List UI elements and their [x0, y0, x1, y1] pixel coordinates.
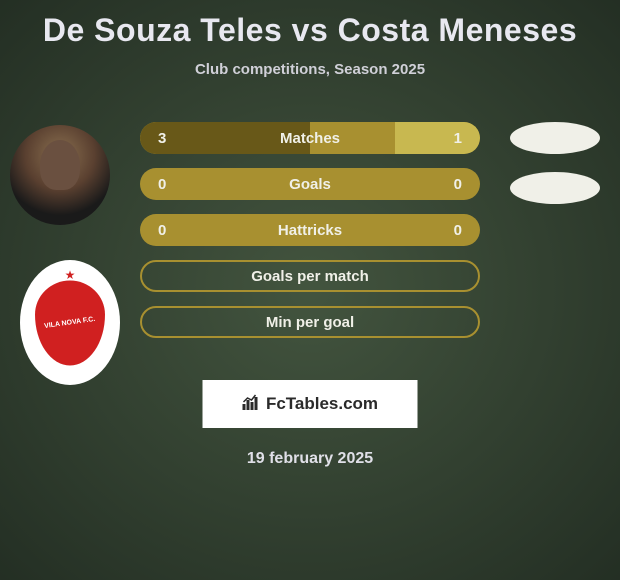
team-badge: ★ VILA NOVA F.C. [20, 260, 120, 385]
team-badge-text: VILA NOVA F.C. [44, 315, 96, 329]
page-subtitle: Club competitions, Season 2025 [0, 61, 620, 78]
stat-value-right: 1 [454, 130, 462, 147]
stat-label: Goals [289, 176, 331, 193]
stat-label: Hattricks [278, 222, 342, 239]
watermark-text: FcTables.com [266, 394, 378, 414]
stat-row: 3 1 Matches [140, 122, 480, 154]
stat-row: 0 0 Hattricks [140, 214, 480, 246]
stat-label: Matches [280, 130, 340, 147]
stat-fill-right [395, 122, 480, 154]
watermark: FcTables.com [203, 380, 418, 428]
stat-label: Min per goal [266, 314, 354, 331]
team-badge-shield: VILA NOVA F.C. [35, 280, 105, 365]
date-text: 19 february 2025 [247, 450, 373, 468]
stat-value-right: 0 [454, 222, 462, 239]
stat-value-right: 0 [454, 176, 462, 193]
player2-avatar-placeholder-1 [510, 122, 600, 154]
stat-row: Goals per match [140, 260, 480, 292]
stat-value-left: 0 [158, 222, 166, 239]
chart-icon [242, 393, 262, 416]
stat-label: Goals per match [251, 268, 369, 285]
stats-container: 3 1 Matches 0 0 Goals 0 0 Hattricks Goals per mat… [140, 122, 480, 352]
stat-row: 0 0 Goals [140, 168, 480, 200]
player1-avatar [10, 125, 110, 225]
stat-row: Min per goal [140, 306, 480, 338]
stat-value-left: 0 [158, 176, 166, 193]
stat-value-left: 3 [158, 130, 166, 147]
page-title: De Souza Teles vs Costa Meneses [0, 0, 620, 49]
player2-avatar-placeholder-2 [510, 172, 600, 204]
